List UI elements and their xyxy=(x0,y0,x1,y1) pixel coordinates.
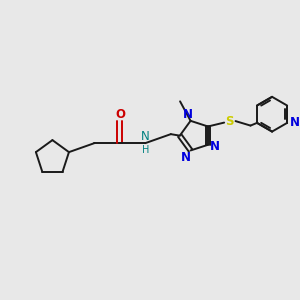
Text: N: N xyxy=(210,140,220,153)
Text: N: N xyxy=(290,116,300,129)
Text: H: H xyxy=(142,145,149,155)
Text: O: O xyxy=(115,108,125,121)
Text: S: S xyxy=(225,115,234,128)
Text: N: N xyxy=(183,108,193,121)
Text: N: N xyxy=(141,130,150,143)
Text: N: N xyxy=(181,151,191,164)
